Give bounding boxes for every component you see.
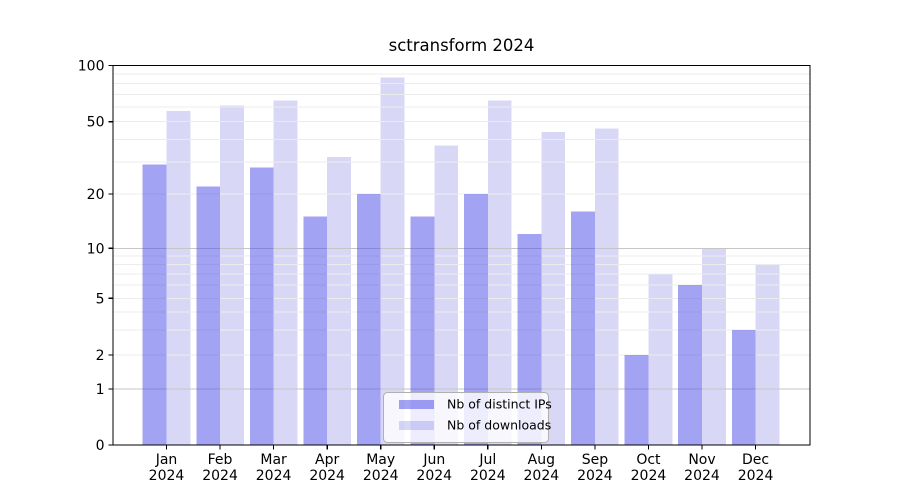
x-tick-label-year-oct: 2024 [631,468,667,484]
bar-downloads-feb-2024 [220,105,244,446]
bar-distinct-ips-mar-2024 [249,167,274,445]
bar-distinct-ips-jun-2024 [410,216,435,445]
x-tick-label-month-jun: Jun [422,452,445,468]
x-tick-label-month-apr: Apr [315,452,339,468]
bar-distinct-ips-jan-2024 [142,164,167,445]
legend-label-nb-of-downloads: Nb of downloads [447,418,551,433]
bar-downloads-nov-2024 [702,248,726,445]
bar-distinct-ips-nov-2024 [678,285,702,445]
x-tick-label-month-oct: Oct [636,452,661,468]
x-tick-label-month-nov: Nov [688,452,715,468]
bar-distinct-ips-dec-2024 [731,329,756,445]
chart-title: sctransform 2024 [389,36,535,55]
x-tick-label-month-aug: Aug [528,452,555,468]
bar-downloads-may-2024 [380,77,405,445]
y-tick-label-0: 0 [96,438,105,454]
x-tick-label-year-mar: 2024 [256,468,292,484]
bar-distinct-ips-may-2024 [356,194,381,445]
x-tick-label-month-feb: Feb [208,452,233,468]
bar-distinct-ips-jul-2024 [464,194,488,445]
bar-distinct-ips-apr-2024 [303,216,328,445]
x-tick-label-month-dec: Dec [742,452,769,468]
legend-swatch-nb-of-distinct-ips [399,400,434,409]
y-tick-label-5: 5 [96,291,105,307]
y-tick-label-1: 1 [96,382,105,398]
x-tick-label-year-jul: 2024 [470,468,506,484]
x-tick-label-year-may: 2024 [363,468,399,484]
bar-downloads-mar-2024 [273,100,298,446]
x-tick-label-month-mar: Mar [260,452,287,468]
x-tick-label-month-sep: Sep [582,452,609,468]
x-tick-label-year-dec: 2024 [738,468,774,484]
y-tick-label-10: 10 [87,241,105,257]
bar-distinct-ips-sep-2024 [571,211,595,445]
x-tick-label-year-nov: 2024 [684,468,720,484]
x-tick-label-year-jan: 2024 [149,468,185,484]
bar-downloads-sep-2024 [594,128,619,445]
x-tick-label-year-feb: 2024 [202,468,238,484]
legend-label-nb-of-distinct-ips: Nb of distinct IPs [447,397,552,412]
bar-distinct-ips-feb-2024 [196,186,221,445]
x-tick-label-month-may: May [366,452,395,468]
axes-box [112,64,811,446]
bar-downloads-jan-2024 [166,111,191,446]
legend-swatch-nb-of-downloads [399,421,434,430]
y-tick-label-2: 2 [96,348,105,364]
x-tick-label-year-aug: 2024 [524,468,560,484]
x-tick-label-month-jan: Jan [155,452,178,468]
bar-distinct-ips-oct-2024 [624,355,649,445]
bar-downloads-jun-2024 [434,145,459,445]
bar-downloads-jul-2024 [487,100,512,446]
y-tick-label-100: 100 [78,59,105,75]
y-tick-label-20: 20 [87,187,105,203]
x-tick-label-year-sep: 2024 [577,468,613,484]
bar-downloads-apr-2024 [327,156,351,446]
y-tick-label-50: 50 [87,115,105,131]
x-tick-label-year-apr: 2024 [309,468,345,484]
x-tick-label-year-jun: 2024 [416,468,452,484]
x-tick-label-month-jul: Jul [478,452,496,468]
bar-downloads-aug-2024 [541,131,566,446]
bar-downloads-oct-2024 [648,274,673,445]
